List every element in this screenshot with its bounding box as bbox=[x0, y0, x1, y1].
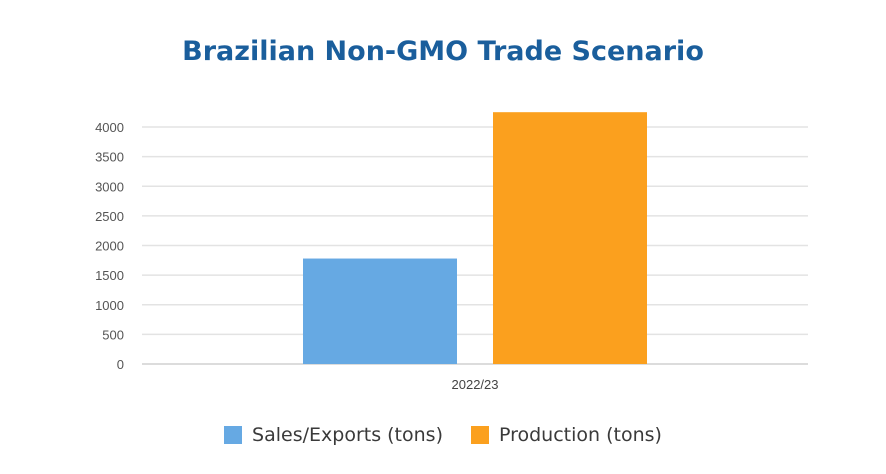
y-tick-label: 0 bbox=[117, 357, 124, 372]
gridlines bbox=[142, 126, 808, 365]
y-tick-label: 3000 bbox=[95, 179, 124, 194]
chart-title: Brazilian Non-GMO Trade Scenario bbox=[182, 36, 704, 67]
y-tick-label: 1000 bbox=[95, 298, 124, 313]
legend-label-sales: Sales/Exports (tons) bbox=[252, 424, 443, 446]
x-category-label: 2022/23 bbox=[452, 377, 499, 392]
y-tick-label: 4000 bbox=[95, 120, 124, 135]
y-tick-label: 1500 bbox=[95, 268, 124, 283]
bar-production bbox=[493, 112, 647, 364]
y-tick-label: 3500 bbox=[95, 150, 124, 165]
y-axis-ticks: 0 500 1000 1500 2000 2500 3000 3500 4000 bbox=[95, 120, 124, 372]
bars bbox=[303, 112, 647, 364]
y-tick-label: 2000 bbox=[95, 239, 124, 254]
legend-item-sales: Sales/Exports (tons) bbox=[224, 424, 443, 446]
x-axis-labels: 2022/23 bbox=[452, 377, 499, 392]
legend-swatch-production bbox=[470, 426, 489, 444]
legend-swatch-sales bbox=[224, 426, 243, 444]
y-tick-label: 500 bbox=[102, 327, 124, 342]
bar-sales-exports bbox=[303, 258, 457, 364]
legend: Sales/Exports (tons) Production (tons) bbox=[0, 424, 886, 446]
legend-label-production: Production (tons) bbox=[498, 424, 662, 446]
y-tick-label: 2500 bbox=[95, 209, 124, 224]
legend-item-production: Production (tons) bbox=[470, 424, 662, 446]
